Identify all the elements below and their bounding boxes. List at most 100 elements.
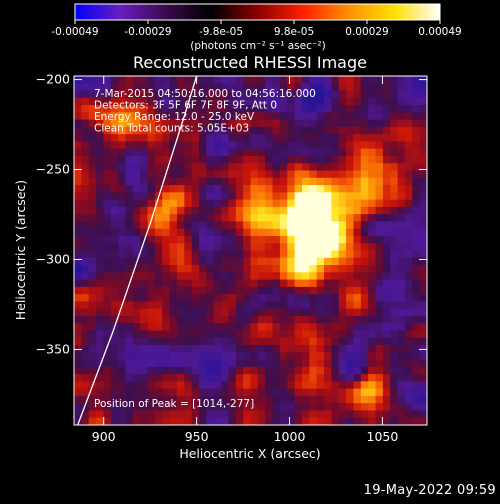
heatmap-cell: [338, 366, 347, 375]
heatmap-cell: [184, 323, 193, 332]
heatmap-cell: [169, 410, 178, 419]
heatmap-cell: [272, 345, 281, 353]
heatmap-cell: [243, 345, 252, 353]
heatmap-cell: [154, 294, 163, 302]
heatmap-cell: [243, 206, 252, 215]
heatmap-cell: [199, 199, 207, 208]
heatmap-cell: [221, 83, 230, 92]
heatmap-cell: [184, 170, 193, 179]
heatmap-cell: [382, 301, 391, 310]
heatmap-cell: [338, 105, 347, 113]
heatmap-cell: [397, 250, 406, 259]
heatmap-cell: [184, 214, 193, 223]
heatmap-cell: [301, 221, 310, 230]
heatmap-cell: [243, 250, 252, 259]
heatmap-cell: [243, 315, 252, 324]
heatmap-cell: [250, 279, 259, 288]
heatmap-cell: [338, 381, 347, 390]
heatmap-cell: [346, 243, 355, 252]
heatmap-cell: [199, 388, 207, 397]
heatmap-cell: [324, 119, 332, 128]
heatmap-cell: [235, 170, 244, 179]
heatmap-cell: [375, 395, 384, 404]
heatmap-cell: [191, 381, 200, 390]
heatmap-cell: [309, 250, 318, 259]
heatmap-cell: [184, 337, 193, 346]
heatmap-cell: [199, 330, 207, 339]
heatmap-cell: [412, 199, 421, 208]
heatmap-cell: [228, 308, 237, 317]
heatmap-cell: [309, 308, 318, 317]
heatmap-cell: [250, 119, 259, 128]
heatmap-cell: [338, 272, 347, 281]
heatmap-cell: [176, 286, 185, 295]
heatmap-cell: [176, 323, 185, 332]
heatmap-cell: [191, 345, 200, 353]
heatmap-cell: [213, 214, 222, 223]
heatmap-cell: [199, 243, 207, 252]
heatmap-cell: [301, 105, 310, 113]
heatmap-cell: [360, 126, 369, 135]
heatmap-cell: [257, 417, 266, 425]
heatmap-cell: [316, 221, 325, 230]
heatmap-cell: [287, 308, 296, 317]
heatmap-cell: [397, 315, 406, 324]
heatmap-cell: [169, 417, 178, 425]
heatmap-cell: [331, 206, 340, 215]
heatmap-cell: [279, 359, 288, 368]
heatmap-cell: [353, 90, 362, 99]
heatmap-cell: [206, 148, 215, 157]
heatmap-cell: [419, 97, 427, 106]
heatmap-cell: [110, 410, 119, 419]
heatmap-cell: [368, 177, 377, 186]
heatmap-cell: [228, 90, 237, 99]
peak-position-label: Position of Peak = [1014,-277]: [94, 398, 254, 410]
annotation-block: 7-Mar-2015 04:50:16.000 to 04:56:16.000D…: [94, 88, 316, 135]
heatmap-cell: [301, 308, 310, 317]
heatmap-cell: [250, 214, 259, 223]
x-axis-label: Heliocentric X (arcsec): [179, 446, 320, 461]
heatmap-cell: [382, 410, 391, 419]
heatmap-cell: [221, 265, 230, 273]
heatmap-cell: [382, 374, 391, 382]
heatmap-cell: [169, 243, 178, 252]
heatmap-cell: [221, 221, 230, 230]
heatmap-cell: [412, 97, 421, 106]
heatmap-cell: [103, 250, 112, 259]
heatmap-cell: [397, 163, 406, 172]
heatmap-cell: [397, 272, 406, 281]
heatmap-cell: [353, 352, 362, 361]
heatmap-cell: [390, 206, 399, 215]
heatmap-cell: [272, 403, 281, 412]
heatmap-cell: [96, 265, 105, 273]
heatmap-cell: [221, 90, 230, 99]
heatmap-cell: [360, 221, 369, 230]
heatmap-cell: [324, 395, 332, 404]
heatmap-cell: [154, 366, 163, 375]
heatmap-cell: [404, 272, 413, 281]
heatmap-cell: [184, 119, 193, 128]
heatmap-cell: [301, 76, 310, 84]
heatmap-cell: [272, 257, 281, 266]
heatmap-cell: [228, 410, 237, 419]
heatmap-cell: [228, 374, 237, 382]
heatmap-cell: [301, 126, 310, 135]
heatmap-cell: [368, 243, 377, 252]
heatmap-cell: [243, 272, 252, 281]
heatmap-cell: [331, 141, 340, 150]
heatmap-cell: [324, 221, 332, 230]
heatmap-cell: [243, 366, 252, 375]
heatmap-cell: [279, 286, 288, 295]
heatmap-cell: [412, 90, 421, 99]
heatmap-cell: [250, 148, 259, 157]
heatmap-cell: [390, 76, 399, 84]
heatmap-cell: [316, 214, 325, 223]
heatmap-cell: [316, 105, 325, 113]
heatmap-cell: [257, 374, 266, 382]
heatmap-cell: [360, 403, 369, 412]
heatmap-cell: [184, 235, 193, 244]
heatmap-cell: [147, 126, 156, 135]
heatmap-cell: [125, 410, 134, 419]
heatmap-cell: [265, 155, 274, 164]
heatmap-cell: [169, 359, 178, 368]
